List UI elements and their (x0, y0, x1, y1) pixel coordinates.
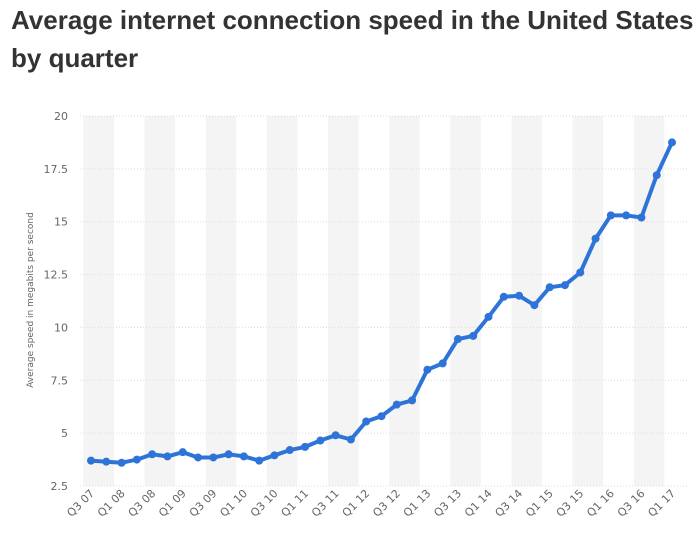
data-point (346, 435, 355, 444)
data-point (377, 412, 386, 421)
series-points (87, 138, 676, 467)
y-tick-label: 20 (54, 110, 68, 123)
data-point (209, 453, 218, 462)
x-tick-label: Q3 13 (431, 487, 464, 520)
column-band (450, 116, 481, 486)
data-point (637, 213, 646, 222)
x-tick-label: Q1 09 (156, 487, 189, 520)
data-point (163, 452, 172, 461)
data-point (515, 291, 524, 300)
gridlines (80, 115, 688, 487)
data-point (438, 359, 447, 368)
data-point (148, 450, 157, 459)
data-point (87, 456, 95, 465)
y-tick-label: 2.5 (51, 480, 69, 493)
chart-title-line-1: Average internet connection speed in the… (11, 5, 694, 35)
chart-title: Average internet connection speed in the… (11, 1, 695, 77)
data-point (668, 138, 676, 147)
data-point (484, 312, 493, 321)
data-point (224, 450, 233, 459)
x-tick-label: Q1 12 (340, 487, 373, 520)
column-band (83, 116, 114, 486)
data-point (591, 234, 600, 243)
x-tick-label: Q3 11 (309, 487, 342, 520)
data-point (530, 301, 539, 310)
y-axis: 2.5 5 7.5 10 12.5 15 17.5 20 (44, 110, 69, 493)
chart-title-line-2: by quarter (11, 43, 139, 73)
column-bands (83, 116, 665, 486)
data-point (117, 458, 126, 467)
data-point (545, 283, 554, 292)
x-tick-label: Q1 11 (279, 487, 312, 520)
data-point (102, 457, 111, 466)
x-tick-label: Q1 10 (217, 487, 250, 520)
data-point (316, 436, 325, 445)
data-point (392, 400, 401, 409)
x-tick-label: Q1 15 (523, 487, 556, 520)
y-tick-label: 12.5 (44, 269, 69, 282)
data-point (560, 281, 569, 290)
x-tick-label: Q1 14 (462, 487, 495, 520)
y-axis-label: Average speed in megabits per second (26, 212, 36, 388)
x-tick-label: Q3 12 (370, 487, 403, 520)
x-tick-label: Q3 08 (126, 487, 159, 520)
data-point (499, 292, 508, 301)
y-tick-label: 5 (61, 427, 68, 440)
y-tick-label: 15 (54, 216, 68, 229)
data-point (132, 455, 141, 464)
x-tick-label: Q3 10 (248, 487, 281, 520)
data-point (255, 456, 264, 465)
data-point (469, 331, 478, 340)
x-tick-label: Q3 07 (64, 487, 97, 520)
data-point (453, 335, 462, 344)
data-point (239, 452, 248, 461)
column-band (266, 116, 298, 486)
x-tick-label: Q3 16 (615, 487, 648, 520)
data-point (194, 453, 203, 462)
y-tick-label: 10 (54, 321, 68, 334)
y-tick-label: 17.5 (44, 163, 69, 176)
x-tick-label: Q1 08 (95, 487, 128, 520)
data-point (285, 446, 294, 455)
x-tick-label: Q3 09 (187, 487, 220, 520)
column-band (327, 116, 359, 486)
column-band (144, 116, 176, 486)
data-point (270, 451, 279, 460)
data-point (178, 448, 187, 457)
data-point (606, 211, 615, 220)
column-band (389, 116, 420, 486)
data-point (362, 417, 371, 426)
data-point (576, 268, 585, 277)
y-tick-label: 7.5 (51, 374, 69, 387)
data-point (408, 396, 417, 405)
x-tick-label: Q3 15 (554, 487, 587, 520)
data-point (622, 211, 631, 220)
x-tick-label: Q1 17 (645, 487, 678, 520)
data-point (331, 431, 340, 440)
data-point (652, 171, 661, 180)
column-band (205, 116, 237, 486)
data-point (301, 442, 310, 451)
x-tick-label: Q1 13 (401, 487, 434, 520)
column-band (572, 116, 604, 486)
data-point (423, 365, 432, 374)
x-tick-label: Q3 14 (493, 487, 526, 520)
x-tick-label: Q1 16 (584, 487, 617, 520)
